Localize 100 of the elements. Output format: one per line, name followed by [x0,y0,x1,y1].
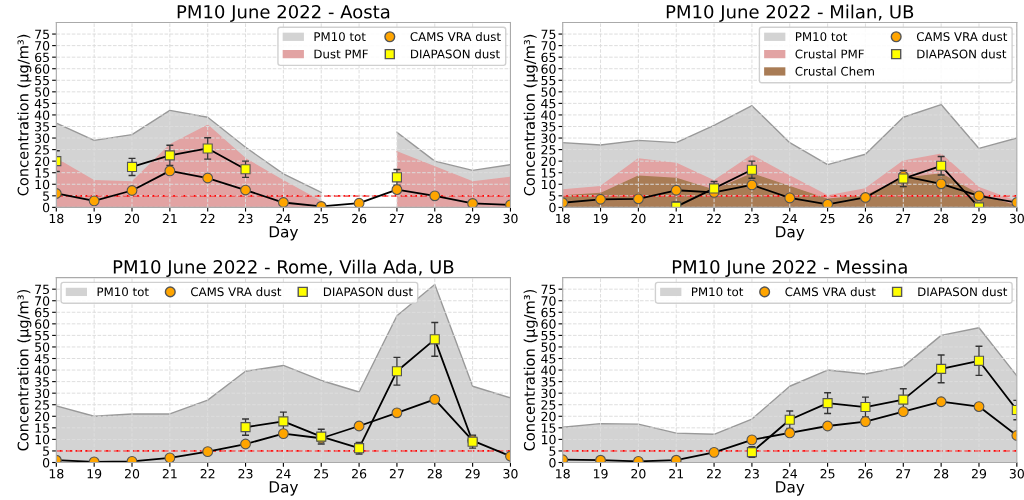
y-tick-label: 55 [35,331,49,341]
x-tick-label: 19 [593,468,608,479]
legend-label: CAMS VRA dust [916,31,1008,42]
x-tick-label: 18 [49,213,64,224]
y-tick-label: 30 [541,388,556,399]
y-tick-label: 40 [541,110,556,120]
y-tick-label: 20 [541,156,556,167]
x-tick-label: 28 [934,213,949,224]
legend-label: PM10 tot [691,287,744,297]
x-tick-label: 26 [352,468,367,479]
x-tick-label: 29 [971,468,987,479]
x-tick-label: 20 [631,213,646,224]
x-tick-label: 20 [124,213,140,224]
x-tick-label: 22 [707,468,721,479]
y-tick-label: 0 [549,457,556,468]
y-tick-label: 55 [541,331,556,341]
x-tick-label: 27 [896,213,911,224]
y-tick-label: 5 [43,191,49,201]
y-tick-label: 0 [549,202,556,213]
y-axis-title: Concentration (μg/m³) [523,289,538,451]
y-tick-label: 30 [35,133,50,143]
x-tick-label: 25 [314,213,329,224]
y-tick-label: 20 [35,411,50,422]
x-tick-label: 30 [1009,213,1024,224]
y-tick-label: 30 [541,133,556,143]
y-tick-label: 5 [549,191,556,201]
x-tick-label: 29 [465,468,480,479]
y-tick-label: 60 [541,64,556,74]
chart-title: PM10 June 2022 - Aosta [177,4,390,22]
x-tick-label: 21 [669,213,684,224]
y-tick-label: 5 [549,446,556,456]
x-tick-label: 19 [87,213,102,224]
x-tick-label: 24 [782,468,798,479]
y-axis-title: Concentration (μg/m³) [17,34,32,196]
y-tick-label: 15 [541,423,556,433]
x-tick-label: 28 [427,468,442,479]
x-tick-label: 19 [593,213,608,224]
x-tick-label: 21 [162,213,177,224]
y-tick-label: 65 [35,52,49,63]
chart-title: PM10 June 2022 - Rome, Villa Ada, UB [113,259,454,278]
x-tick-label: 27 [389,468,404,479]
y-tick-label: 50 [541,87,556,97]
legend-label: PM10 tot [795,32,848,42]
y-tick-label: 45 [541,354,556,364]
y-tick-label: 55 [35,75,49,86]
y-tick-label: 25 [35,400,49,410]
y-tick-label: 10 [541,179,556,190]
x-tick-label: 18 [556,213,570,224]
y-tick-label: 35 [541,121,556,132]
x-tick-label: 27 [896,468,911,479]
x-tick-label: 19 [87,468,102,479]
y-tick-label: 35 [35,121,49,132]
y-tick-label: 40 [541,365,556,375]
y-tick-label: 60 [35,319,50,329]
y-tick-label: 15 [35,423,49,433]
x-tick-label: 22 [200,213,215,224]
y-tick-label: 60 [35,64,50,74]
y-tick-label: 0 [42,202,50,213]
y-tick-label: 10 [35,434,50,445]
x-tick-label: 30 [503,468,518,479]
y-tick-label: 20 [541,411,556,422]
y-tick-label: 25 [35,145,49,155]
legend-label: Crustal PMF [795,49,864,59]
y-tick-label: 75 [35,29,49,39]
y-tick-label: 40 [34,110,50,120]
x-tick-label: 24 [276,468,291,479]
x-tick-label: 22 [707,213,721,224]
y-tick-label: 60 [541,319,556,329]
x-tick-label: 25 [314,468,329,479]
x-tick-label: 23 [744,213,759,224]
x-axis-title: Day [776,226,805,241]
x-tick-label: 20 [631,468,646,479]
y-tick-label: 70 [541,296,556,306]
y-tick-label: 10 [541,434,556,445]
y-tick-label: 70 [35,41,50,51]
x-tick-label: 24 [782,213,798,224]
y-tick-label: 0 [42,457,50,468]
x-tick-label: 21 [162,468,177,479]
legend-label: CAMS VRA dust [191,287,282,297]
x-tick-label: 21 [669,468,684,479]
legend-label: DIAPASON dust [323,287,413,297]
y-tick-label: 20 [35,156,50,167]
x-tick-label: 26 [352,213,367,224]
x-tick-label: 29 [971,213,987,224]
y-tick-label: 15 [541,168,556,178]
y-axis-title: Concentration (μg/m³) [523,34,538,196]
y-tick-label: 70 [35,296,50,306]
y-tick-label: 5 [43,446,49,456]
y-tick-label: 50 [541,342,556,352]
y-tick-label: 50 [35,342,50,352]
y-tick-label: 50 [35,87,50,97]
y-tick-label: 15 [35,168,49,178]
x-tick-label: 28 [934,468,949,479]
x-tick-label: 23 [744,468,759,479]
x-tick-label: 29 [465,213,480,224]
legend-label: DIAPASON dust [917,49,1007,59]
y-tick-label: 25 [541,145,556,155]
y-tick-label: 75 [35,284,49,295]
y-tick-label: 10 [35,179,50,190]
legend-label: CAMS VRA dust [785,287,876,297]
